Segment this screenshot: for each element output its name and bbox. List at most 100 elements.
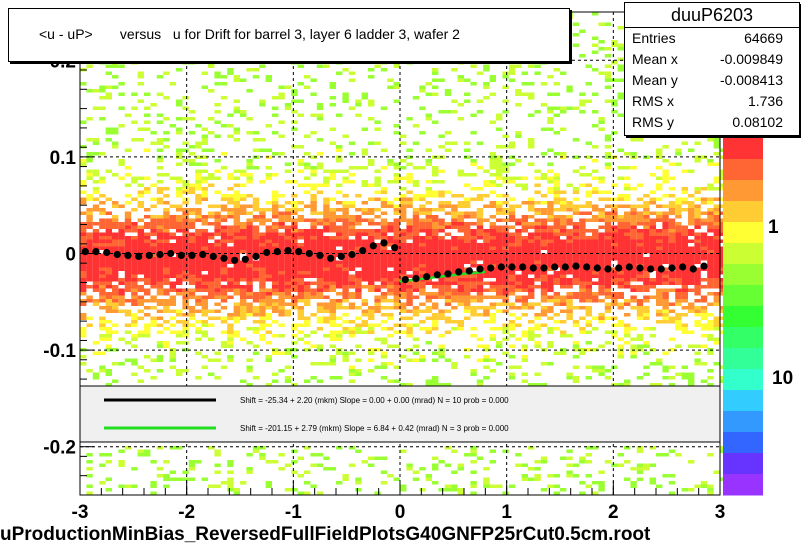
heatmap-cell: [438, 295, 445, 299]
heatmap-cell: [169, 302, 176, 306]
heatmap-cell: [118, 292, 125, 296]
heatmap-cell: [150, 250, 157, 254]
heatmap-cell: [80, 278, 87, 282]
heatmap-cell: [560, 334, 567, 338]
heatmap-cell: [553, 292, 560, 296]
heatmap-cell: [502, 281, 509, 285]
heatmap-cell: [553, 173, 560, 177]
heatmap-cell: [444, 204, 452, 208]
heatmap-cell: [150, 323, 157, 327]
heatmap-cell: [137, 204, 144, 208]
profile-point: [487, 264, 495, 272]
heatmap-cell: [464, 453, 471, 457]
heatmap-cell: [80, 162, 87, 166]
heatmap-cell: [310, 292, 317, 296]
heatmap-cell: [662, 194, 669, 198]
heatmap-cell: [496, 159, 503, 163]
profile-point: [700, 262, 708, 270]
heatmap-cell: [355, 278, 362, 282]
heatmap-cell: [694, 306, 701, 310]
heatmap-cell: [99, 89, 106, 93]
heatmap-cell: [374, 271, 381, 275]
heatmap-cell: [214, 229, 221, 233]
heatmap-cell: [502, 71, 509, 75]
heatmap-cell: [425, 225, 432, 229]
heatmap-cell: [604, 197, 612, 201]
heatmap-cell: [374, 288, 381, 292]
heatmap-cell: [412, 323, 420, 327]
heatmap-cell: [662, 204, 669, 208]
heatmap-cell: [400, 166, 407, 170]
heatmap-cell: [380, 327, 388, 331]
heatmap-cell: [169, 204, 176, 208]
heatmap-cell: [329, 82, 336, 86]
heatmap-cell: [521, 344, 528, 348]
heatmap-cell: [387, 288, 394, 292]
profile-point: [679, 263, 687, 271]
heatmap-cell: [323, 295, 330, 299]
heatmap-cell: [240, 285, 247, 289]
heatmap-cell: [163, 232, 170, 236]
heatmap-cell: [368, 229, 375, 233]
heatmap-cell: [611, 274, 618, 278]
heatmap-cell: [528, 306, 535, 310]
heatmap-cell: [681, 288, 688, 292]
heatmap-cell: [304, 166, 311, 170]
heatmap-cell: [150, 232, 157, 236]
heatmap-cell: [579, 211, 586, 215]
profile-point: [401, 276, 409, 284]
heatmap-cell: [508, 302, 516, 306]
heatmap-cell: [220, 152, 228, 156]
heatmap-cell: [99, 96, 106, 100]
heatmap-cell: [355, 358, 362, 362]
heatmap-cell: [592, 145, 599, 149]
heatmap-cell: [649, 250, 656, 254]
heatmap-cell: [566, 183, 573, 187]
heatmap-cell: [92, 288, 100, 292]
heatmap-cell: [201, 176, 208, 180]
heatmap-cell: [329, 211, 336, 215]
heatmap-cell: [92, 229, 100, 233]
heatmap-cell: [310, 288, 317, 292]
heatmap-cell: [323, 222, 330, 226]
heatmap-cell: [617, 344, 624, 348]
heatmap-cell: [163, 225, 170, 229]
heatmap-cell: [278, 92, 285, 96]
heatmap-cell: [566, 474, 573, 478]
heatmap-cell: [80, 334, 87, 338]
heatmap-cell: [150, 316, 157, 320]
profile-point: [551, 263, 559, 271]
heatmap-cell: [112, 141, 119, 145]
heatmap-cell: [393, 281, 400, 285]
heatmap-cell: [694, 320, 701, 324]
heatmap-cell: [515, 299, 522, 303]
heatmap-cell: [675, 204, 682, 208]
heatmap-cell: [208, 246, 215, 250]
heatmap-cell: [86, 250, 93, 254]
heatmap-cell: [124, 243, 132, 247]
heatmap-cell: [540, 152, 548, 156]
heatmap-cell: [86, 194, 93, 198]
heatmap-cell: [316, 183, 324, 187]
heatmap-cell: [470, 215, 477, 219]
heatmap-cell: [432, 71, 439, 75]
heatmap-cell: [585, 292, 592, 296]
heatmap-cell: [553, 82, 560, 86]
heatmap-cell: [592, 299, 599, 303]
heatmap-cell: [240, 194, 247, 198]
heatmap-cell: [144, 113, 151, 117]
heatmap-cell: [195, 376, 202, 380]
heatmap-cell: [380, 61, 388, 65]
heatmap-cell: [182, 323, 189, 327]
heatmap-cell: [182, 348, 189, 352]
heatmap-cell: [259, 253, 266, 257]
heatmap-cell: [579, 250, 586, 254]
heatmap-cell: [195, 180, 202, 184]
heatmap-cell: [284, 348, 292, 352]
heatmap-cell: [521, 281, 528, 285]
heatmap-cell: [400, 383, 407, 387]
heatmap-cell: [259, 271, 266, 275]
heatmap-cell: [604, 152, 612, 156]
heatmap-cell: [630, 285, 637, 289]
heatmap-cell: [163, 145, 170, 149]
